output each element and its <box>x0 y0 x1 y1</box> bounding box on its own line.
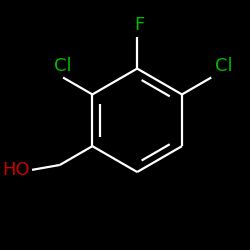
Text: HO: HO <box>2 161 30 179</box>
Text: Cl: Cl <box>54 57 72 75</box>
Text: Cl: Cl <box>215 57 232 75</box>
Text: F: F <box>134 16 145 34</box>
